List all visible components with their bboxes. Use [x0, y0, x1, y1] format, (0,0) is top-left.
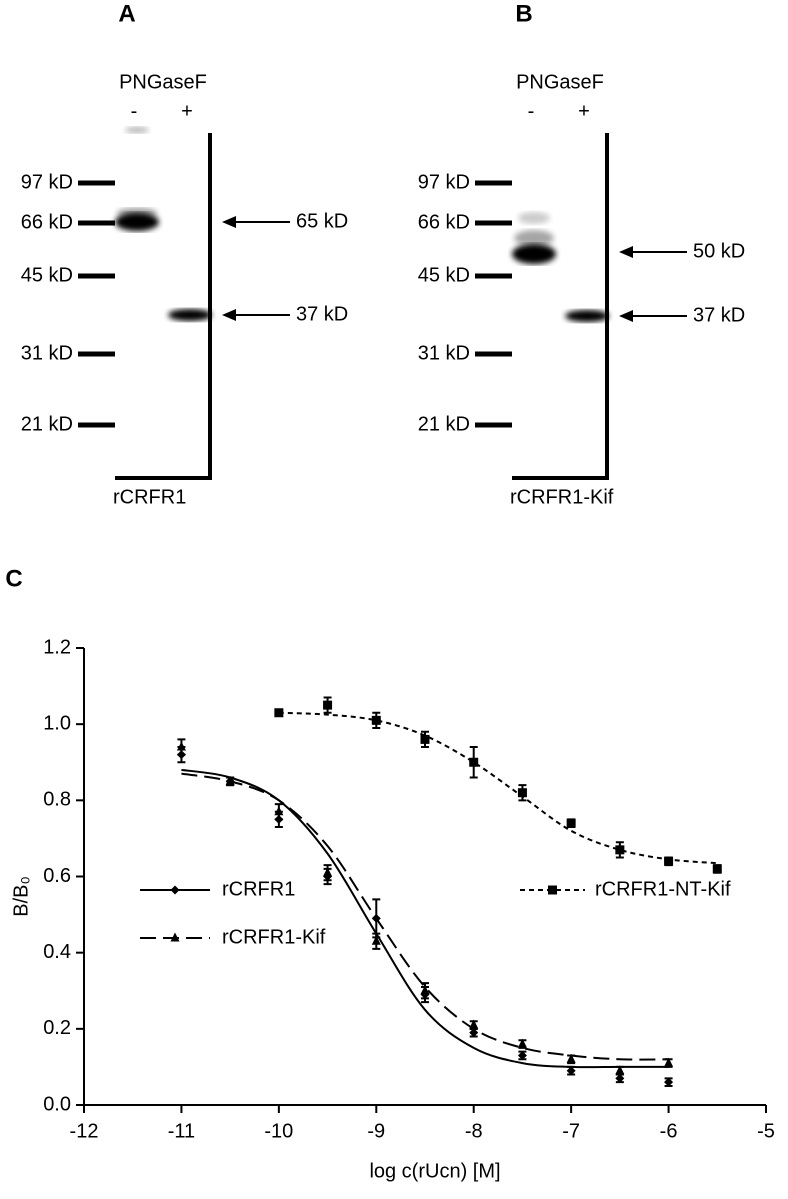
gel-caption: rCRFR1-Kif	[510, 486, 614, 508]
data-point	[664, 1057, 674, 1067]
data-point	[615, 845, 625, 855]
marker-label: 31 kD	[21, 342, 73, 364]
band	[117, 208, 157, 218]
y-tick-label: 0.0	[43, 1093, 71, 1115]
legend-marker	[170, 932, 180, 942]
gel-frame	[115, 133, 212, 480]
data-point	[225, 775, 235, 785]
data-point	[566, 1066, 576, 1076]
data-point	[517, 1050, 527, 1060]
legend-label: rCRFR1	[222, 878, 295, 900]
fit-curve	[278, 711, 718, 865]
lane-label: +	[181, 100, 193, 122]
gel-panel: B PNGaseF - +97 kD 66 kD 45 kD 31 kD 21 kD rCRFR…	[418, 0, 746, 508]
marker-label: 21 kD	[418, 413, 470, 435]
data-point	[469, 1019, 479, 1029]
lane-label: +	[578, 100, 590, 122]
x-tick-label: -11	[168, 1120, 195, 1142]
gel-caption: rCRFR1	[113, 486, 186, 508]
arrow-head	[619, 310, 633, 322]
marker-label: 97 kD	[21, 171, 73, 193]
arrow-head	[619, 246, 633, 258]
legend-label: rCRFR1-Kif	[222, 926, 326, 948]
arrow-label: 37 kD	[296, 303, 348, 325]
arrow-label: 50 kD	[693, 240, 745, 262]
y-tick-label: 0.4	[43, 941, 71, 963]
data-point	[176, 741, 186, 751]
y-tick-label: 0.2	[43, 1017, 71, 1039]
marker-label: 66 kD	[418, 211, 470, 233]
data-point	[469, 757, 479, 767]
x-tick-label: -7	[562, 1120, 580, 1142]
data-point	[615, 1065, 625, 1075]
x-tick-label: -10	[264, 1120, 293, 1142]
lane-label: -	[528, 100, 535, 122]
y-tick-label: 1.0	[43, 712, 71, 734]
band	[115, 213, 159, 231]
fit-curve	[181, 768, 669, 1069]
y-tick-label: 0.6	[43, 865, 71, 887]
panel-label: C	[5, 565, 22, 592]
gel-frame	[512, 133, 609, 480]
data-point	[517, 788, 527, 798]
data-point	[420, 734, 430, 744]
y-axis-label: B/B₀	[10, 876, 32, 917]
treatment-label: PNGaseF	[119, 71, 207, 93]
gel-panel: A PNGaseF - +97 kD 66 kD 45 kD 31 kD 21 kD rCRFR…	[21, 0, 349, 508]
arrow-label: 37 kD	[693, 304, 745, 326]
data-point	[323, 867, 333, 877]
x-tick-label: -6	[660, 1120, 678, 1142]
data-point	[469, 1028, 479, 1038]
data-point	[323, 700, 333, 710]
band	[565, 310, 609, 322]
marker-label: 31 kD	[418, 342, 470, 364]
arrow-head	[222, 216, 236, 228]
marker-label: 45 kD	[418, 264, 470, 286]
arrow-head	[222, 309, 236, 321]
x-axis-label: log c(rUcn) [M]	[369, 1160, 500, 1182]
marker-label: 21 kD	[21, 413, 73, 435]
band	[512, 244, 556, 264]
data-point	[274, 708, 284, 718]
legend-marker	[170, 885, 180, 895]
arrow-label: 65 kD	[296, 210, 348, 232]
legend-marker	[548, 885, 557, 895]
treatment-label: PNGaseF	[516, 71, 604, 93]
band	[518, 212, 550, 224]
data-point	[566, 818, 576, 828]
band	[514, 230, 554, 246]
marker-label: 45 kD	[21, 264, 73, 286]
data-point	[371, 715, 381, 725]
band	[125, 127, 149, 133]
data-point	[664, 856, 674, 866]
data-point	[712, 864, 722, 874]
panel-label: A	[118, 0, 135, 27]
data-point	[274, 806, 284, 816]
data-point	[420, 985, 430, 995]
band	[168, 309, 212, 321]
data-point	[566, 1053, 576, 1063]
x-tick-label: -8	[465, 1120, 483, 1142]
y-tick-label: 1.2	[43, 636, 71, 658]
x-tick-label: -5	[757, 1120, 775, 1142]
marker-label: 97 kD	[418, 171, 470, 193]
gel-panels: A PNGaseF - +97 kD 66 kD 45 kD 31 kD 21 kD rCRFR…	[21, 0, 746, 508]
fit-curve	[181, 772, 669, 1061]
data-point	[664, 1077, 674, 1087]
data-point	[517, 1038, 527, 1048]
marker-label: 66 kD	[21, 211, 73, 233]
x-tick-label: -9	[367, 1120, 385, 1142]
lane-label: -	[131, 100, 138, 122]
data-point	[371, 935, 381, 945]
y-tick-label: 0.8	[43, 789, 71, 811]
x-tick-label: -12	[70, 1120, 99, 1142]
data-point	[615, 1073, 625, 1083]
chart: C 0.0 0.2 0.4 0.6 0.8 1.0 1.2 -12 -11 -10 -9 -8 -7 -6 -…	[5, 565, 775, 1182]
legend-label: rCRFR1-NT-Kif	[595, 878, 731, 900]
panel-label: B	[515, 0, 532, 27]
